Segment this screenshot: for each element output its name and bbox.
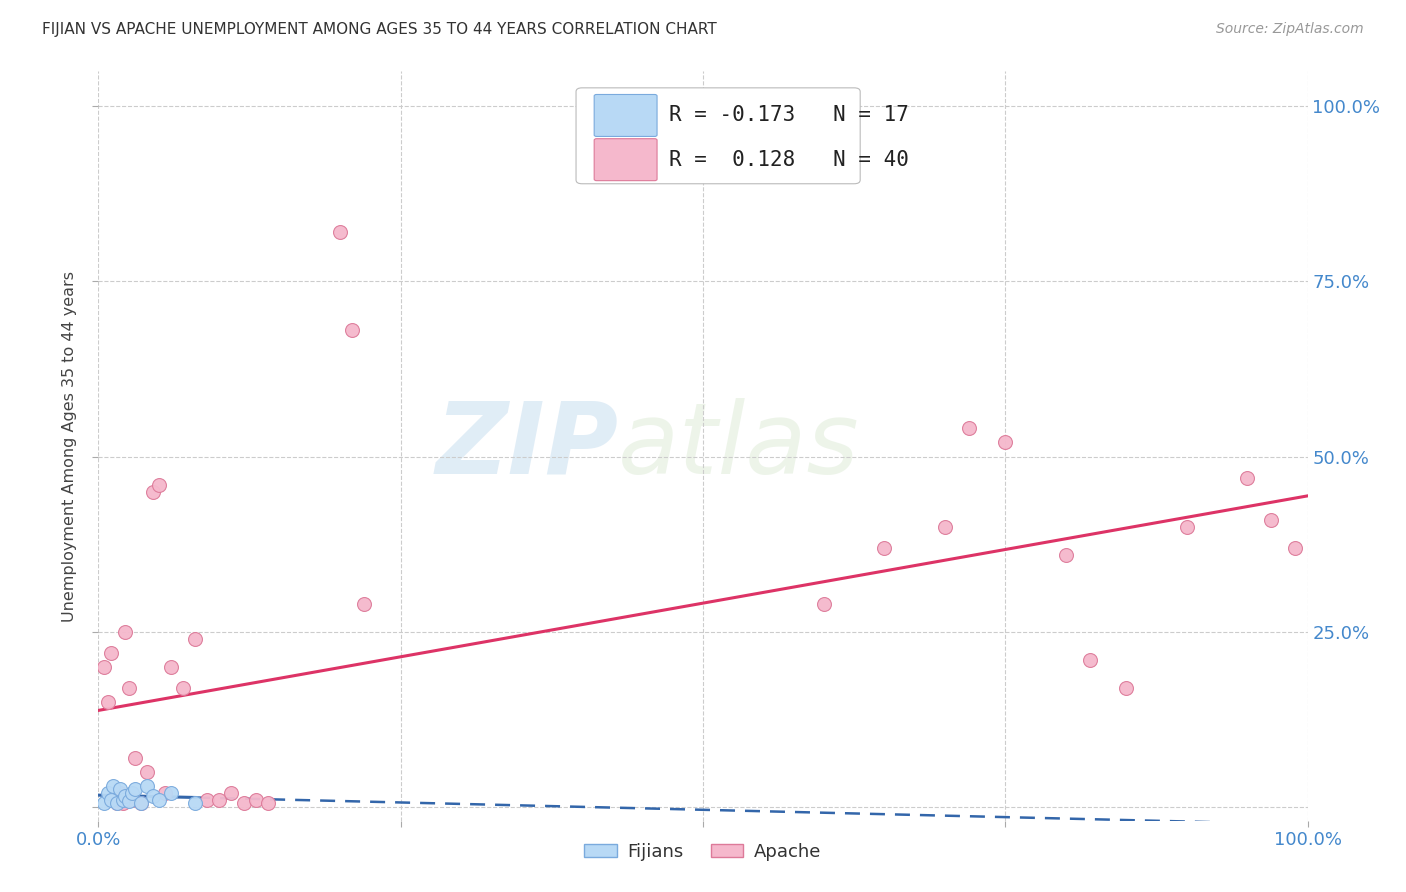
Point	[100, 792, 122, 806]
Point	[160, 659, 183, 673]
Point	[121, 786, 143, 800]
Point	[1054, 548, 1077, 562]
Text: Source: ZipAtlas.com: Source: ZipAtlas.com	[1216, 22, 1364, 37]
Point	[172, 681, 194, 695]
Point	[873, 541, 896, 555]
Point	[93, 659, 115, 673]
Point	[129, 796, 152, 810]
Point	[1236, 470, 1258, 484]
Point	[342, 323, 364, 337]
Point	[245, 792, 267, 806]
Text: R =  0.128   N = 40: R = 0.128 N = 40	[669, 150, 910, 169]
Point	[1284, 541, 1306, 555]
Point	[105, 796, 128, 810]
Y-axis label: Unemployment Among Ages 35 to 44 years: Unemployment Among Ages 35 to 44 years	[62, 270, 77, 622]
Point	[153, 786, 176, 800]
Text: atlas: atlas	[619, 398, 860, 494]
FancyBboxPatch shape	[595, 95, 657, 136]
Point	[195, 792, 218, 806]
Point	[221, 786, 243, 800]
Point	[1175, 519, 1198, 533]
Point	[1260, 512, 1282, 526]
Point	[118, 794, 141, 808]
Point	[108, 786, 131, 800]
Point	[934, 519, 956, 533]
Point	[329, 226, 352, 240]
Point	[994, 435, 1017, 450]
Point	[142, 789, 165, 804]
Point	[813, 597, 835, 611]
Point	[148, 477, 170, 491]
Point	[101, 779, 124, 793]
Point	[184, 632, 207, 646]
Point	[114, 624, 136, 639]
Point	[129, 796, 152, 810]
Point	[1115, 681, 1137, 695]
Point	[148, 792, 170, 806]
Text: ZIP: ZIP	[436, 398, 619, 494]
Point	[121, 792, 143, 806]
Text: R = -0.173   N = 17: R = -0.173 N = 17	[669, 105, 910, 126]
Point	[97, 695, 120, 709]
Point	[118, 681, 141, 695]
Legend: Fijians, Apache: Fijians, Apache	[576, 836, 830, 868]
Point	[101, 792, 124, 806]
FancyBboxPatch shape	[595, 138, 657, 181]
Point	[184, 796, 207, 810]
FancyBboxPatch shape	[576, 87, 860, 184]
Point	[160, 786, 183, 800]
Text: FIJIAN VS APACHE UNEMPLOYMENT AMONG AGES 35 TO 44 YEARS CORRELATION CHART: FIJIAN VS APACHE UNEMPLOYMENT AMONG AGES…	[42, 22, 717, 37]
Point	[124, 782, 146, 797]
Point	[135, 764, 157, 779]
Point	[111, 796, 134, 810]
Point	[97, 786, 120, 800]
Point	[1078, 652, 1101, 666]
Point	[256, 796, 278, 810]
Point	[232, 796, 254, 810]
Point	[93, 796, 115, 810]
Point	[108, 782, 131, 797]
Point	[208, 792, 231, 806]
Point	[105, 796, 128, 810]
Point	[142, 484, 165, 499]
Point	[114, 789, 136, 804]
Point	[957, 421, 980, 435]
Point	[353, 597, 375, 611]
Point	[100, 646, 122, 660]
Point	[135, 779, 157, 793]
Point	[124, 750, 146, 764]
Point	[111, 792, 134, 806]
